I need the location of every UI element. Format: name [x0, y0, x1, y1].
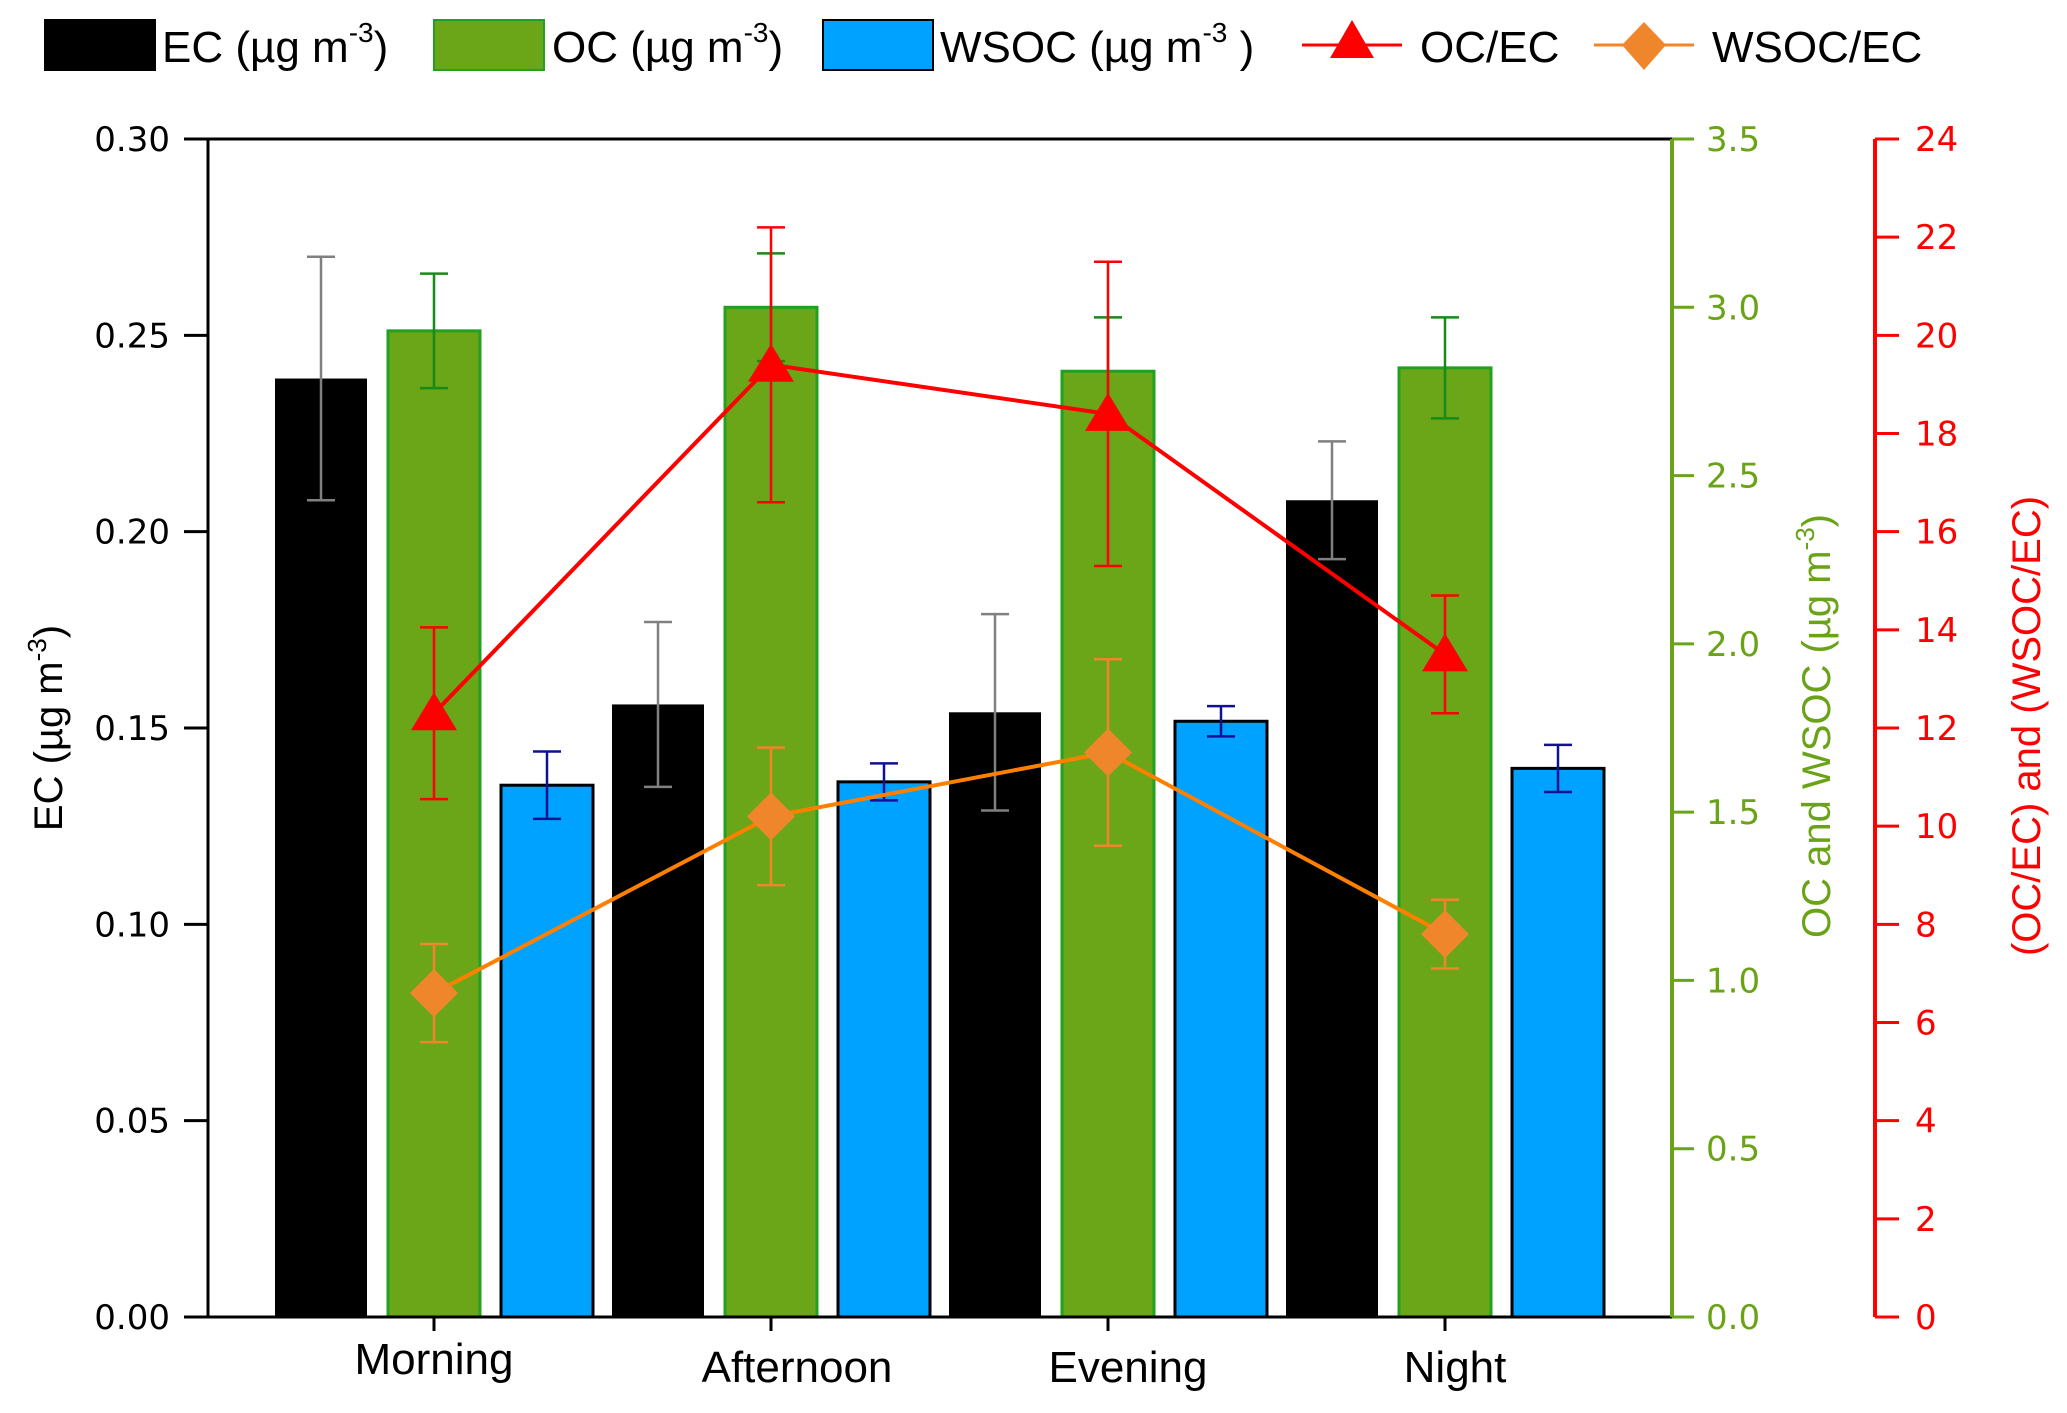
legend-marker-diamond — [1622, 22, 1666, 70]
marker-oc-ec-afternoon — [748, 343, 794, 382]
left-tick-label: 0.10 — [94, 905, 170, 945]
ratio-tick-label: 0 — [1915, 1298, 1937, 1338]
left-axis-title-superscript: -3 — [22, 638, 52, 661]
left-tick-label: 0.15 — [94, 709, 170, 749]
x-tick-label-morning: Morning — [355, 1335, 514, 1384]
ratio-tick-label: 22 — [1915, 218, 1958, 258]
legend-label-4: WSOC/EC — [1712, 23, 1922, 72]
bar-ec-evening — [949, 712, 1041, 1317]
left-tick-label: 0.30 — [94, 120, 170, 160]
marker-wsoc-ec-night — [1421, 910, 1469, 959]
left-tick-label: 0.05 — [94, 1102, 170, 1142]
oc-wsoc-tick-label: 2.5 — [1706, 457, 1760, 497]
ratio-tick-label: 8 — [1915, 905, 1937, 945]
line-wsoc-ec — [433, 750, 1446, 995]
ratio-axis-title-text: (OC/EC) and (WSOC/EC) — [2005, 496, 2049, 956]
bar-wsoc-evening — [1173, 719, 1269, 1319]
oc-wsoc-tick-label: 0.0 — [1706, 1298, 1760, 1338]
ratio-tick-label: 20 — [1915, 316, 1958, 356]
error-bar — [1431, 316, 1459, 420]
oc-wsoc-axis-title-text: OC and WSOC (µg m — [1795, 550, 1839, 938]
legend-label-3: OC/EC — [1420, 23, 1559, 72]
error-bar — [644, 620, 672, 789]
ratio-tick-label: 18 — [1915, 415, 1958, 455]
left-tick-label: 0.25 — [94, 316, 170, 356]
oc-wsoc-tick-label: 2.0 — [1706, 625, 1760, 665]
legend-label-text: EC (µg m — [162, 23, 349, 72]
bar-wsoc-night — [1510, 766, 1606, 1319]
left-axis-title-text: EC (µg m — [27, 661, 71, 831]
oc-wsoc-tick-label: 1.0 — [1706, 961, 1760, 1001]
legend-label-0: EC (µg m-3) — [162, 17, 388, 72]
oc-wsoc-axis-title-superscript: -3 — [1790, 527, 1820, 550]
ratio-tick-label: 12 — [1915, 709, 1958, 749]
oc-wsoc-tick-label: 0.5 — [1706, 1130, 1760, 1170]
bar-wsoc-afternoon — [836, 780, 932, 1319]
legend-label-sup: -3 — [349, 17, 374, 48]
legend-label-close: ) — [374, 23, 389, 72]
legend-swatch-0 — [44, 19, 156, 71]
marker-wsoc-ec-morning — [410, 969, 458, 1018]
legend-label-1: OC (µg m-3) — [552, 17, 783, 72]
ratio-tick-label: 24 — [1915, 120, 1958, 160]
oc-wsoc-tick-label: 1.5 — [1706, 793, 1760, 833]
bar-wsoc-morning — [499, 783, 595, 1319]
legend-label-close: ) — [1227, 23, 1254, 72]
x-tick-label-evening: Evening — [1048, 1343, 1207, 1392]
marker-oc-ec-evening — [1085, 392, 1131, 431]
legend: EC (µg m-3) OC (µg m-3) WSOC (µg m-3 ) OC/E… — [44, 17, 1922, 72]
left-axis-title: EC (µg m-3) — [22, 625, 71, 831]
error-bar — [981, 612, 1009, 812]
x-tick-label-night: Night — [1404, 1343, 1507, 1392]
oc-wsoc-tick-label: 3.0 — [1706, 288, 1760, 328]
marker-oc-ec-morning — [411, 692, 457, 731]
plot-area — [275, 226, 1606, 1319]
legend-swatch-1 — [433, 19, 545, 71]
marker-oc-ec-night — [1422, 633, 1468, 672]
bar-oc-morning — [386, 329, 482, 1319]
oc-wsoc-axis-title: OC and WSOC (µg m-3) — [1790, 514, 1839, 938]
bar-ec-morning — [275, 378, 367, 1317]
marker-wsoc-ec-afternoon — [747, 792, 795, 841]
legend-swatch-2 — [822, 19, 934, 71]
ratio-tick-label: 6 — [1915, 1004, 1937, 1044]
error-bar — [1207, 704, 1235, 738]
ratio-axis-title: (OC/EC) and (WSOC/EC) — [2005, 496, 2049, 956]
bar-ec-afternoon — [612, 704, 704, 1317]
left-tick-label: 0.00 — [94, 1298, 170, 1338]
bar-ec-night — [1286, 500, 1378, 1318]
ratio-tick-label: 4 — [1915, 1102, 1937, 1142]
left-tick-label: 0.20 — [94, 513, 170, 553]
x-tick-label-afternoon: Afternoon — [702, 1343, 893, 1392]
legend-label-sup: -3 — [744, 17, 769, 48]
marker-wsoc-ec-evening — [1084, 728, 1132, 777]
ratio-tick-label: 16 — [1915, 513, 1958, 553]
ratio-tick-label: 14 — [1915, 611, 1958, 651]
error-bar — [420, 272, 448, 390]
legend-label-close: ) — [768, 23, 783, 72]
error-bar — [307, 255, 335, 502]
ratio-tick-label: 2 — [1915, 1200, 1937, 1240]
bar-oc-night — [1397, 366, 1493, 1319]
legend-label-2: WSOC (µg m-3 ) — [940, 17, 1254, 72]
left-axis-title-close: ) — [27, 625, 71, 638]
ratio-tick-label: 10 — [1915, 807, 1958, 847]
legend-label-sup: -3 — [1202, 17, 1227, 48]
error-bar — [533, 750, 561, 821]
oc-wsoc-tick-label: 3.5 — [1706, 120, 1760, 160]
error-bar — [1318, 440, 1346, 561]
error-bar — [1544, 743, 1572, 794]
legend-marker-triangle — [1330, 20, 1374, 58]
oc-wsoc-axis-title-close: ) — [1795, 514, 1839, 527]
legend-label-text: OC (µg m — [552, 23, 744, 72]
axes: 0.00 0.05 0.10 0.15 0.20 0.25 0.30 0.0 0.5 1.0 1.5… — [22, 120, 2049, 1392]
legend-label-text: WSOC (µg m — [940, 23, 1202, 72]
line-oc-ec — [432, 362, 1447, 715]
